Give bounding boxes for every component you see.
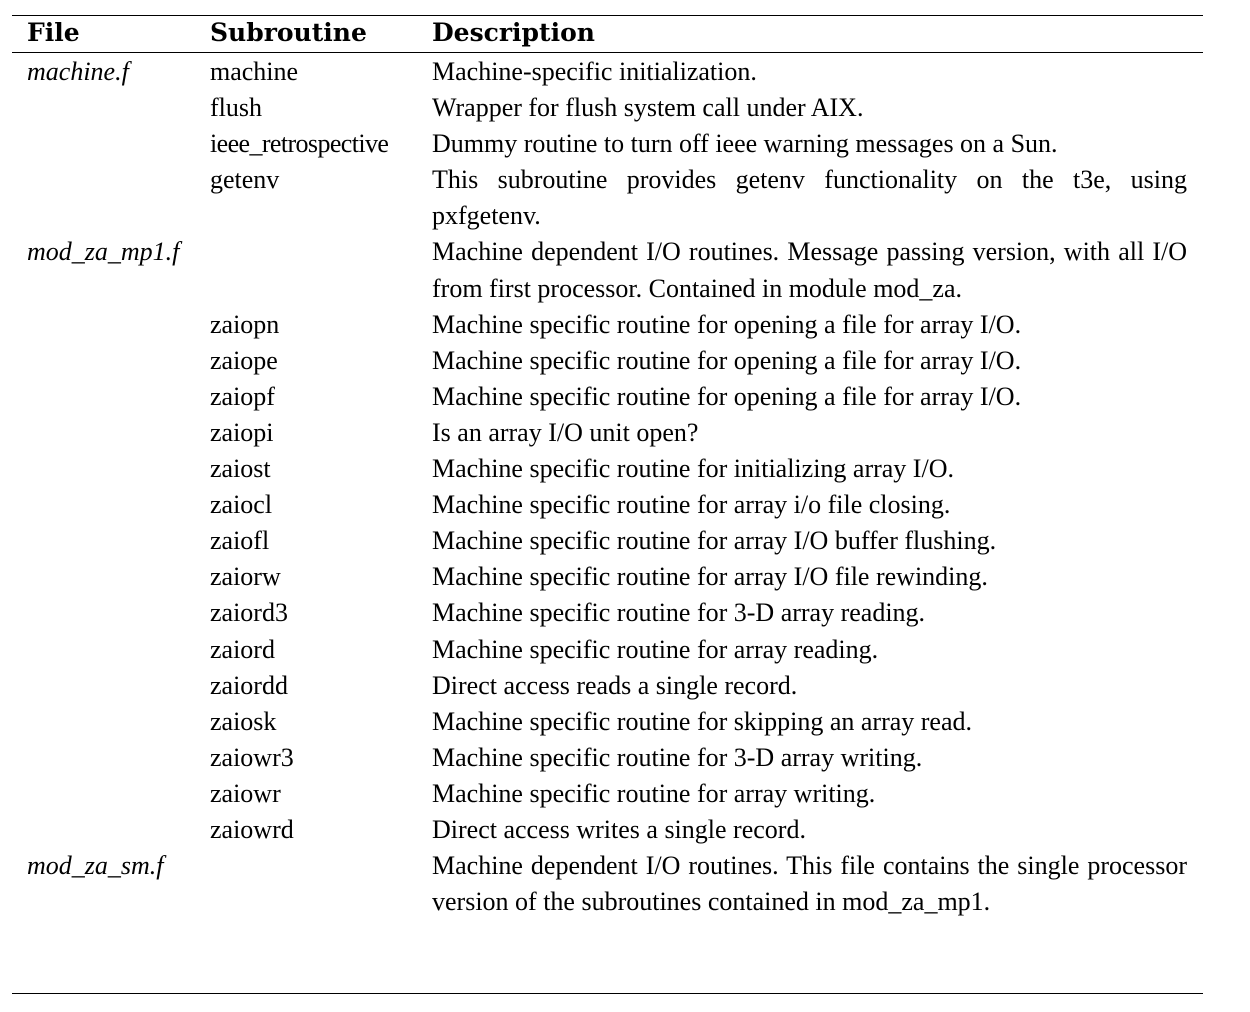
subroutine-cell: zaiowrd	[210, 814, 294, 844]
description-cell: Dummy routine to turn off ieee warning m…	[432, 129, 1058, 159]
description-cell: Machine specific routine for array readi…	[432, 634, 879, 664]
subroutine-cell: flush	[210, 93, 262, 123]
table-row: zaiosk Machine specific routine for skip…	[0, 704, 1250, 740]
description-cell: Machine specific routine for skipping an…	[432, 706, 973, 736]
table-bottom-rule	[12, 993, 1203, 994]
description-cell: Direct access reads a single record.	[432, 670, 798, 700]
description-cell: Machine specific routine for array I/O f…	[432, 562, 988, 592]
description-cell: Machine dependent I/O routines. Message …	[432, 237, 1187, 303]
table-row: zaiowrd Direct access writes a single re…	[0, 812, 1250, 848]
file-cell: machine.f	[27, 57, 129, 86]
subroutine-cell: zaiord	[210, 634, 275, 664]
description-cell: Machine specific routine for initializin…	[432, 454, 954, 484]
subroutine-cell: ieee_retrospective	[210, 129, 389, 159]
subroutine-cell: zaiosk	[210, 706, 277, 736]
subroutine-cell: zaiopi	[210, 417, 274, 447]
description-cell: Wrapper for flush system call under AIX.	[432, 93, 864, 123]
column-header-subroutine: Subroutine	[210, 18, 367, 47]
table-row: zaiopf Machine specific routine for open…	[0, 379, 1250, 415]
subroutine-cell: zaiocl	[210, 490, 273, 520]
table-row: mod_za_sm.f Machine dependent I/O routin…	[0, 848, 1250, 920]
subroutine-cell: getenv	[210, 165, 280, 195]
table-row: getenv This subroutine provides getenv f…	[0, 162, 1250, 234]
table-row: zaiocl Machine specific routine for arra…	[0, 487, 1250, 523]
description-cell: Machine dependent I/O routines. This fil…	[432, 851, 1187, 917]
column-header-description: Description	[432, 18, 595, 47]
table-row: zaiorw Machine specific routine for arra…	[0, 559, 1250, 595]
subroutine-cell: zaiost	[210, 454, 271, 484]
description-cell: Machine specific routine for array i/o f…	[432, 490, 951, 520]
header-rule	[12, 52, 1203, 53]
file-cell: mod_za_sm.f	[27, 851, 164, 881]
subroutine-cell: zaiowr3	[210, 742, 294, 772]
subroutine-cell: zaiofl	[210, 526, 270, 556]
file-cell: mod_za_mp1.f	[27, 237, 180, 267]
table-row: zaiordd Direct access reads a single rec…	[0, 668, 1250, 704]
description-cell: Machine specific routine for 3-D array r…	[432, 598, 926, 628]
description-cell: Machine specific routine for array I/O b…	[432, 526, 997, 556]
description-cell: Machine specific routine for opening a f…	[432, 381, 1022, 411]
table-row: zaiost Machine specific routine for init…	[0, 451, 1250, 487]
description-cell: Is an array I/O unit open?	[432, 417, 699, 447]
table-row: zaiopn Machine specific routine for open…	[0, 307, 1250, 343]
description-cell: Machine specific routine for array writi…	[432, 778, 876, 808]
table-top-rule	[12, 15, 1203, 16]
table-row: zaiofl Machine specific routine for arra…	[0, 523, 1250, 559]
subroutine-cell: zaiordd	[210, 670, 288, 700]
subroutine-cell: zaiorw	[210, 562, 281, 592]
table-row: zaiord Machine specific routine for arra…	[0, 632, 1250, 668]
description-cell: Machine specific routine for opening a f…	[432, 345, 1022, 375]
table-row: zaiowr Machine specific routine for arra…	[0, 776, 1250, 812]
table-row: zaiope Machine specific routine for open…	[0, 343, 1250, 379]
subroutine-cell: zaiowr	[210, 778, 281, 808]
table-row: flush Wrapper for flush system call unde…	[0, 90, 1250, 126]
description-cell: Machine specific routine for 3-D array w…	[432, 742, 923, 772]
description-cell: Machine-specific initialization.	[432, 57, 757, 86]
table-row: mod_za_mp1.f Machine dependent I/O routi…	[0, 234, 1250, 306]
table-row: machine.f machine Machine-specific initi…	[0, 54, 1250, 90]
description-cell: Machine specific routine for opening a f…	[432, 309, 1022, 339]
description-cell: This subroutine provides getenv function…	[432, 165, 1187, 231]
table-row: zaiopi Is an array I/O unit open?	[0, 415, 1250, 451]
subroutine-cell: machine	[210, 57, 299, 86]
subroutine-cell: zaiopn	[210, 309, 280, 339]
description-cell: Direct access writes a single record.	[432, 814, 806, 844]
table-body: machine.f machine Machine-specific initi…	[0, 54, 1250, 920]
subroutine-cell: zaiope	[210, 345, 278, 375]
table-row: ieee_retrospective Dummy routine to turn…	[0, 126, 1250, 162]
subroutine-cell: zaiopf	[210, 381, 275, 411]
subroutine-cell: zaiord3	[210, 598, 288, 628]
table-row: zaiord3 Machine specific routine for 3-D…	[0, 595, 1250, 631]
table-row: zaiowr3 Machine specific routine for 3-D…	[0, 740, 1250, 776]
column-header-file: File	[27, 18, 80, 47]
